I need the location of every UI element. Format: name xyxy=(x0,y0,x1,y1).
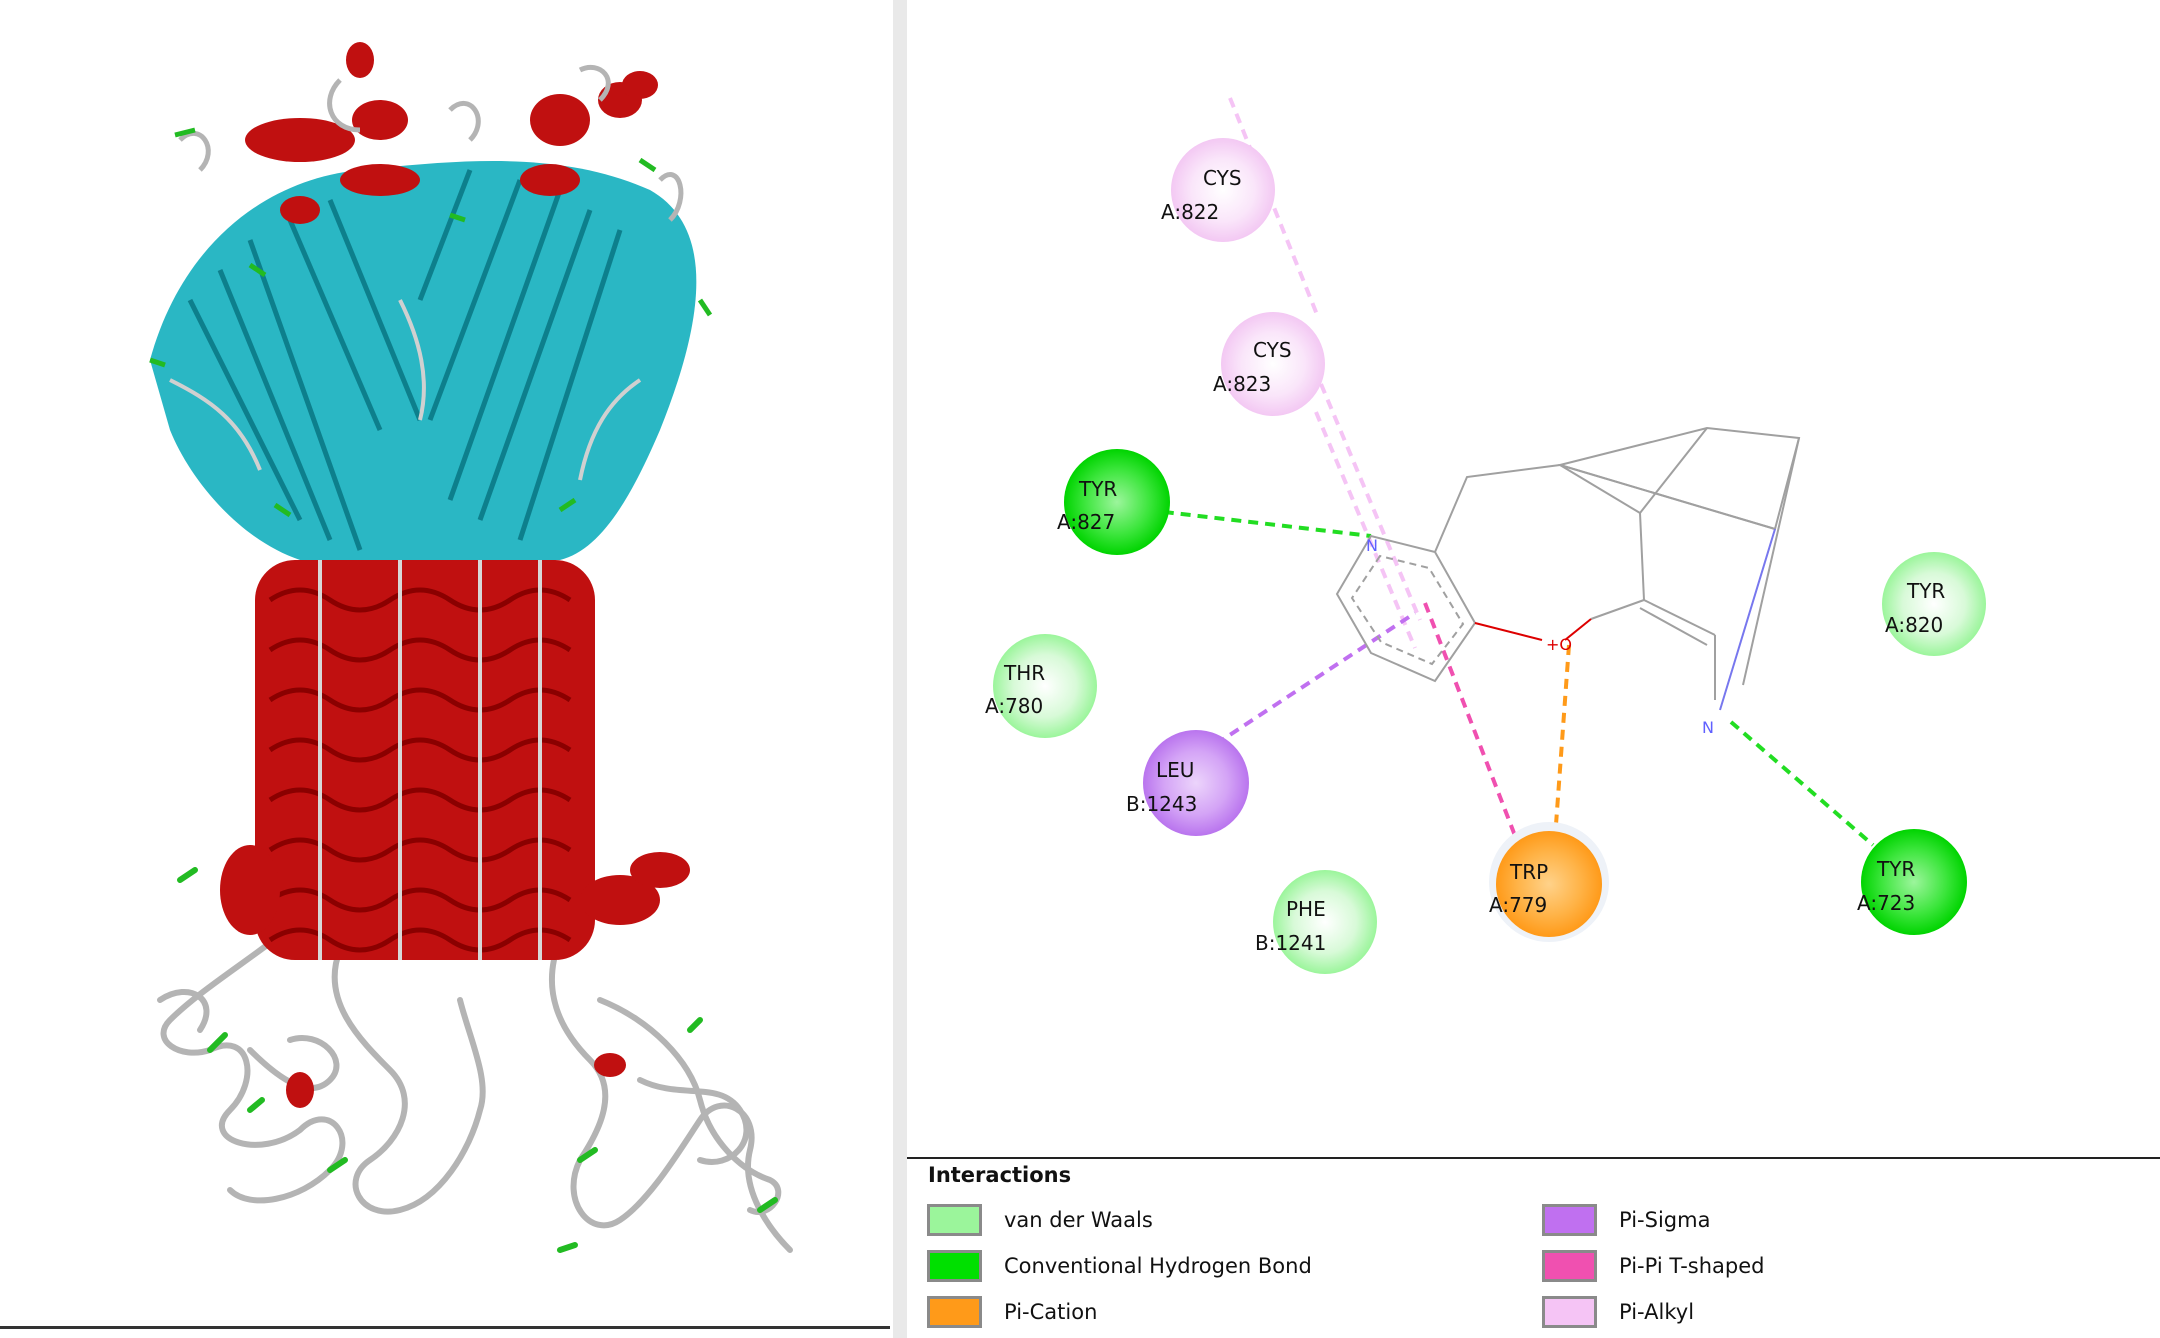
legend-label-pi-sigma: Pi-Sigma xyxy=(1619,1208,1711,1232)
protein-structure-view[interactable] xyxy=(0,0,893,1338)
legend-swatch-pi-cation xyxy=(927,1296,982,1328)
legend-swatch-conventional-hydrogen-bond xyxy=(927,1250,982,1282)
svg-text:CYS: CYS xyxy=(1203,166,1242,190)
beta-sheet-domain xyxy=(150,161,697,560)
legend-label-conventional-hydrogen-bond: Conventional Hydrogen Bond xyxy=(1004,1254,1312,1278)
svg-text:LEU: LEU xyxy=(1156,758,1194,782)
legend-swatch-van-der-waals xyxy=(927,1204,982,1236)
legend-item-conventional-hydrogen-bond: Conventional Hydrogen Bond xyxy=(927,1248,1312,1284)
residue-tyr-a827[interactable]: TYR A:827 xyxy=(1057,449,1170,555)
top-turns xyxy=(149,127,713,518)
legend-label-pi-cation: Pi-Cation xyxy=(1004,1300,1098,1324)
helix-bundle xyxy=(220,560,690,1108)
svg-text:TYR: TYR xyxy=(1876,857,1915,881)
legend-item-pi-pi-t-shaped: Pi-Pi T-shaped xyxy=(1542,1248,1765,1284)
residue-trp-a779[interactable]: TRP A:779 xyxy=(1489,822,1609,942)
ligand-atom-n1: N xyxy=(1366,536,1378,555)
legend-label-pi-alkyl: Pi-Alkyl xyxy=(1619,1300,1695,1324)
svg-text:B:1241: B:1241 xyxy=(1255,931,1326,955)
residue-leu-b1243[interactable]: LEU B:1243 xyxy=(1126,730,1249,836)
panel-bottom-border xyxy=(0,1326,890,1329)
svg-text:TRP: TRP xyxy=(1509,860,1548,884)
ligand-atom-n2: N xyxy=(1702,718,1714,737)
svg-text:A:723: A:723 xyxy=(1857,891,1915,915)
top-helices xyxy=(245,42,658,224)
protein-ribbon-image xyxy=(149,42,793,1253)
legend-item-pi-alkyl: Pi-Alkyl xyxy=(1542,1294,1694,1330)
top-loops xyxy=(178,64,684,222)
svg-text:A:820: A:820 xyxy=(1885,613,1943,637)
residue-tyr-a723[interactable]: TYR A:723 xyxy=(1857,829,1967,935)
ligand-o-bond-2 xyxy=(1474,622,1543,641)
residue-cys-a823[interactable]: CYS A:823 xyxy=(1213,312,1325,416)
svg-text:A:780: A:780 xyxy=(985,694,1043,718)
legend-title: Interactions xyxy=(928,1163,1072,1187)
ligand-n-bond xyxy=(1719,528,1776,711)
legend-divider xyxy=(907,1157,2160,1159)
svg-text:A:822: A:822 xyxy=(1161,200,1219,224)
legend-swatch-pi-alkyl xyxy=(1542,1296,1597,1328)
ligand-o-bond xyxy=(1564,618,1592,641)
legend-item-pi-cation: Pi-Cation xyxy=(927,1294,1097,1330)
panel-splitter[interactable] xyxy=(893,0,907,1338)
interaction-diagram: N +O N CYS A:822 CYS A:823 TYR A:827 THR… xyxy=(985,97,1986,974)
ligand-structure xyxy=(1335,426,1801,700)
svg-text:A:779: A:779 xyxy=(1489,893,1547,917)
svg-text:A:823: A:823 xyxy=(1213,372,1271,396)
legend-label-pi-pi-t-shaped: Pi-Pi T-shaped xyxy=(1619,1254,1765,1278)
svg-text:A:827: A:827 xyxy=(1057,510,1115,534)
svg-text:CYS: CYS xyxy=(1253,338,1292,362)
svg-text:THR: THR xyxy=(1003,661,1045,685)
svg-text:TYR: TYR xyxy=(1906,579,1945,603)
interaction-lines xyxy=(1129,97,1875,867)
legend-item-pi-sigma: Pi-Sigma xyxy=(1542,1202,1710,1238)
residue-phe-b1241[interactable]: PHE B:1241 xyxy=(1255,870,1377,974)
svg-text:TYR: TYR xyxy=(1078,477,1117,501)
residue-thr-a780[interactable]: THR A:780 xyxy=(985,634,1097,738)
svg-text:B:1243: B:1243 xyxy=(1126,792,1197,816)
legend-item-van-der-waals: van der Waals xyxy=(927,1202,1153,1238)
residue-tyr-a820[interactable]: TYR A:820 xyxy=(1882,552,1986,656)
coil-loops xyxy=(157,917,793,1253)
residue-cys-a822[interactable]: CYS A:822 xyxy=(1161,138,1275,242)
legend-swatch-pi-pi-t-shaped xyxy=(1542,1250,1597,1282)
svg-text:PHE: PHE xyxy=(1286,897,1326,921)
ligand-atom-o1: +O xyxy=(1546,635,1572,654)
interaction-diagram-panel: N +O N CYS A:822 CYS A:823 TYR A:827 THR… xyxy=(907,0,2160,1338)
legend-label-van-der-waals: van der Waals xyxy=(1004,1208,1153,1232)
legend-swatch-pi-sigma xyxy=(1542,1204,1597,1236)
